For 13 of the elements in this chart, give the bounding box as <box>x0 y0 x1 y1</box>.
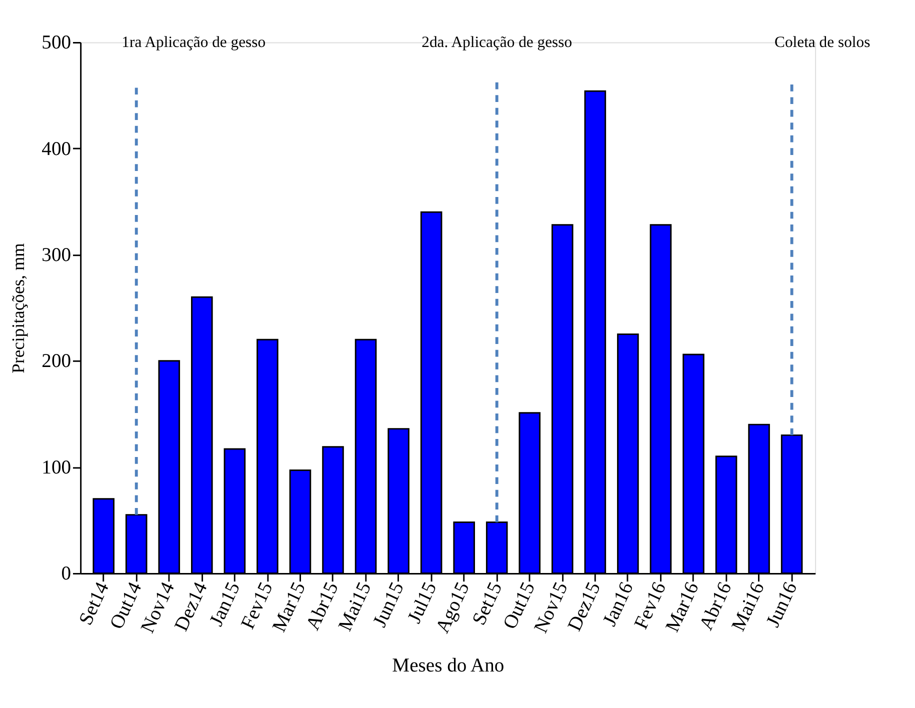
y-tick-label: 0 <box>61 564 72 585</box>
x-tick-label: Jun15 <box>370 579 408 631</box>
ref-line-label: 2da. Aplicação de gesso <box>422 34 572 52</box>
y-axis-title: Precipitações, mm <box>8 242 28 374</box>
x-tick-label: Jun16 <box>762 579 802 631</box>
y-tick-label: 200 <box>42 351 72 372</box>
y-tick-label: 400 <box>42 138 72 160</box>
ref-line-label: Coleta de solos <box>774 34 870 52</box>
ref-line-label: 1ra Aplicação de gesso <box>122 34 266 52</box>
x-axis-title: Meses do Ano <box>392 655 504 676</box>
y-tick-label: 100 <box>42 457 72 478</box>
y-tick-label: 500 <box>42 32 72 54</box>
y-tick-label: 300 <box>42 245 72 266</box>
